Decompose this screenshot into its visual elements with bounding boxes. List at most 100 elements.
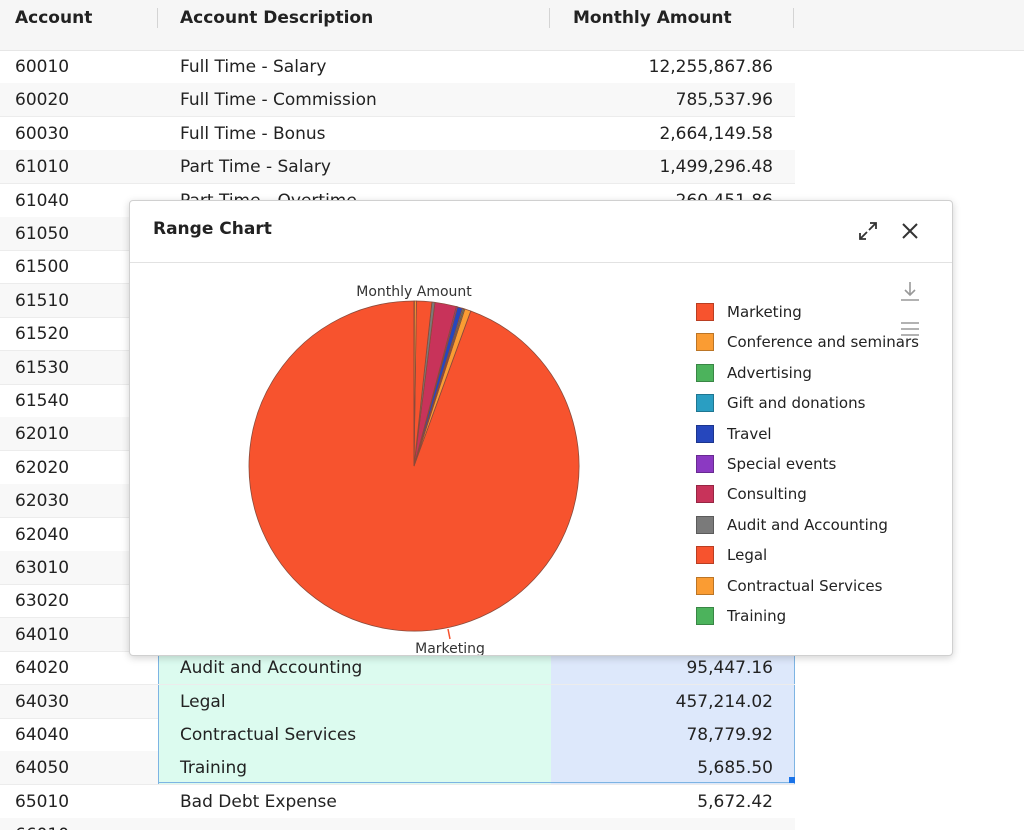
table-row[interactable]: 61010 Part Time - Salary 1,499,296.48 xyxy=(0,150,795,185)
cell-account[interactable]: 63010 xyxy=(15,558,70,578)
close-icon[interactable] xyxy=(898,219,922,243)
pie-chart: Monthly Amount Marketing xyxy=(248,284,580,655)
cell-amount[interactable]: 5,672.42 xyxy=(697,791,773,812)
cell-description[interactable]: Contractual Services xyxy=(180,725,357,745)
cell-amount[interactable]: 5,685.50 xyxy=(697,758,773,779)
cell-account[interactable]: 64030 xyxy=(15,691,70,712)
table-row[interactable]: 64050 Training 5,685.50 xyxy=(0,751,795,786)
legend-label: Gift and donations xyxy=(727,394,866,413)
slice-label-marketing: Marketing xyxy=(415,641,485,655)
cell-account[interactable]: 62040 xyxy=(15,524,70,545)
table-row[interactable]: 60030 Full Time - Bonus 2,664,149.58 xyxy=(0,117,795,151)
cell-description[interactable]: Full Time - Bonus xyxy=(180,123,326,144)
column-separator[interactable] xyxy=(549,8,550,28)
cell-amount[interactable]: 2,664,149.58 xyxy=(659,123,773,144)
legend-swatch xyxy=(696,546,714,565)
dialog-title: Range Chart xyxy=(153,219,272,239)
table-row[interactable]: 64020 Audit and Accounting 95,447.16 xyxy=(0,651,795,686)
hamburger-menu-icon[interactable] xyxy=(898,317,922,341)
column-header-account[interactable]: Account xyxy=(15,8,93,28)
cell-account[interactable]: 61530 xyxy=(15,357,70,378)
cell-description[interactable]: Legal xyxy=(180,691,226,712)
cell-account[interactable]: 61500 xyxy=(15,257,70,278)
selection-fill-handle[interactable] xyxy=(789,777,795,783)
cell-amount[interactable]: 1,499,296.48 xyxy=(659,157,773,178)
cell-amount[interactable]: 78,779.92 xyxy=(686,725,773,745)
legend-label: Audit and Accounting xyxy=(727,515,888,534)
cell-account[interactable]: 60020 xyxy=(15,90,70,111)
selected-cell-amount[interactable] xyxy=(551,751,795,785)
selection-border xyxy=(158,782,795,783)
cell-account[interactable]: 62020 xyxy=(15,457,70,478)
cell-account[interactable]: 64020 xyxy=(15,658,70,679)
table-row[interactable]: 65010 Bad Debt Expense 5,672.42 xyxy=(0,785,795,819)
column-separator[interactable] xyxy=(157,8,158,28)
cell-amount[interactable]: 12,255,867.86 xyxy=(648,57,773,77)
cell-amount[interactable]: 785,537.96 xyxy=(675,90,773,111)
grid-header: Account Account Description Monthly Amou… xyxy=(0,0,1024,51)
legend-label: Special events xyxy=(727,455,837,473)
range-chart-dialog: Range Chart Monthly Amount Marketing xyxy=(129,200,953,656)
cell-description[interactable]: Audit and Accounting xyxy=(180,658,363,679)
cell-account[interactable]: 61540 xyxy=(15,391,70,411)
cell-account[interactable]: 66010 xyxy=(15,818,69,830)
legend-swatch xyxy=(696,576,714,595)
cell-account[interactable]: 61520 xyxy=(15,324,70,345)
selected-cell-amount[interactable] xyxy=(551,684,795,718)
legend-swatch xyxy=(696,515,714,534)
cell-description[interactable]: Full Time - Salary xyxy=(180,57,327,77)
cell-account[interactable]: 65010 xyxy=(15,791,70,812)
column-header-amount[interactable]: Monthly Amount xyxy=(573,8,732,28)
table-row[interactable]: 66010... xyxy=(0,818,795,830)
expand-icon[interactable] xyxy=(856,219,880,243)
cell-account[interactable]: 64040 xyxy=(15,725,70,745)
cell-description[interactable]: Training xyxy=(180,758,248,779)
cell-account[interactable]: 62010 xyxy=(15,424,70,445)
dialog-header: Range Chart xyxy=(130,201,952,263)
cell-description[interactable]: Bad Debt Expense xyxy=(180,791,337,812)
selected-cell-description[interactable] xyxy=(158,718,552,751)
selected-cell-description[interactable] xyxy=(158,684,552,718)
legend-swatch xyxy=(696,424,714,443)
selected-cell-amount[interactable] xyxy=(551,718,795,751)
download-icon[interactable] xyxy=(898,279,922,303)
legend-label: Training xyxy=(727,607,787,625)
selected-cell-description[interactable] xyxy=(158,651,552,685)
cell-account[interactable]: 63020 xyxy=(15,591,70,612)
cell-amount[interactable]: 457,214.02 xyxy=(675,691,773,712)
selected-cell-description[interactable] xyxy=(158,751,552,785)
cell-amount[interactable]: ... xyxy=(757,818,773,830)
cell-account[interactable]: 61050 xyxy=(15,224,70,244)
legend-label: Consulting xyxy=(727,485,807,504)
cell-account[interactable]: 62030 xyxy=(15,491,70,512)
column-header-description[interactable]: Account Description xyxy=(180,8,374,28)
legend-label: Contractual Services xyxy=(727,576,883,595)
column-separator[interactable] xyxy=(793,8,794,28)
cell-account[interactable]: 60030 xyxy=(15,123,70,144)
cell-account[interactable]: 64050 xyxy=(15,758,70,779)
chart-title: Monthly Amount xyxy=(356,284,472,300)
cell-account[interactable]: 64010 xyxy=(15,624,70,645)
legend-label: Conference and seminars xyxy=(727,333,919,352)
slice-label-connector xyxy=(447,628,451,640)
cell-description[interactable]: Part Time - Salary xyxy=(180,157,331,178)
cell-description[interactable]: Full Time - Commission xyxy=(180,90,377,111)
cell-account[interactable]: 61010 xyxy=(15,157,70,178)
table-row[interactable]: 64030 Legal 457,214.02 xyxy=(0,684,795,719)
legend-swatch xyxy=(696,363,714,382)
cell-amount[interactable]: 95,447.16 xyxy=(686,658,773,679)
legend-swatch xyxy=(696,485,714,504)
chart-area: Monthly Amount Marketing Marketing Confer… xyxy=(130,263,952,655)
legend-swatch xyxy=(696,333,714,352)
cell-account[interactable]: 61510 xyxy=(15,290,70,311)
legend-swatch xyxy=(696,607,714,625)
cell-account[interactable]: 60010 xyxy=(15,57,70,77)
legend-label: Travel xyxy=(727,424,772,443)
selected-cell-amount[interactable] xyxy=(551,651,795,685)
table-row[interactable]: 64040 Contractual Services 78,779.92 xyxy=(0,718,795,752)
legend-label: Marketing xyxy=(727,303,802,321)
table-row[interactable]: 60010 Full Time - Salary 12,255,867.86 xyxy=(0,50,795,84)
legend-swatch xyxy=(696,455,714,473)
cell-account[interactable]: 61040 xyxy=(15,190,70,211)
table-row[interactable]: 60020 Full Time - Commission 785,537.96 xyxy=(0,83,795,118)
